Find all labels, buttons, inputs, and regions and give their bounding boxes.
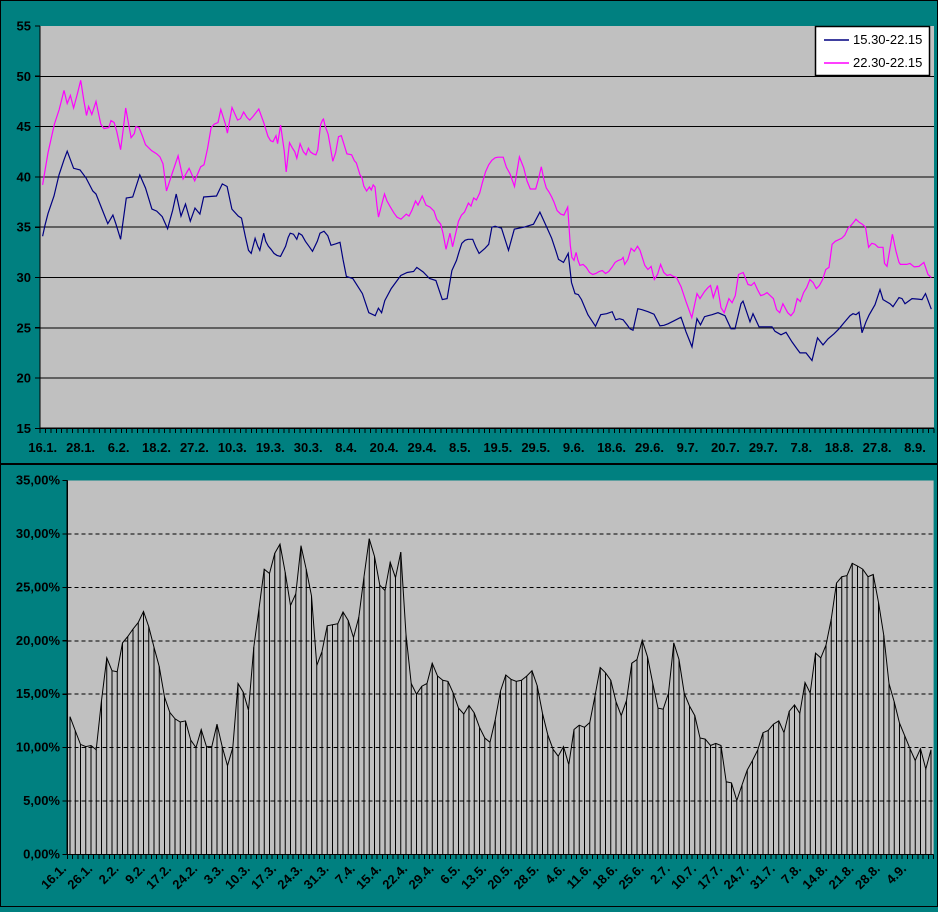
svg-text:7.8.: 7.8. bbox=[790, 440, 812, 455]
svg-text:9.6.: 9.6. bbox=[563, 440, 585, 455]
svg-text:20,00%: 20,00% bbox=[16, 633, 61, 648]
svg-text:18.6.: 18.6. bbox=[597, 440, 626, 455]
svg-text:10.3.: 10.3. bbox=[218, 440, 247, 455]
svg-text:27.8.: 27.8. bbox=[863, 440, 892, 455]
svg-text:30,00%: 30,00% bbox=[16, 526, 61, 541]
svg-text:29.4.: 29.4. bbox=[408, 440, 437, 455]
svg-text:0,00%: 0,00% bbox=[23, 847, 60, 862]
svg-text:8.4.: 8.4. bbox=[335, 440, 357, 455]
svg-text:45: 45 bbox=[17, 119, 31, 134]
svg-text:30: 30 bbox=[17, 270, 31, 285]
svg-text:19.3.: 19.3. bbox=[256, 440, 285, 455]
svg-text:28.1.: 28.1. bbox=[66, 440, 95, 455]
svg-text:15: 15 bbox=[17, 421, 31, 436]
svg-text:20: 20 bbox=[17, 371, 31, 386]
svg-text:8.5.: 8.5. bbox=[449, 440, 471, 455]
svg-text:15.30-22.15: 15.30-22.15 bbox=[853, 32, 922, 47]
svg-text:35: 35 bbox=[17, 220, 31, 235]
svg-text:8.9.: 8.9. bbox=[904, 440, 926, 455]
svg-text:20.7.: 20.7. bbox=[711, 440, 740, 455]
svg-text:30.3.: 30.3. bbox=[294, 440, 323, 455]
svg-text:16.1.: 16.1. bbox=[28, 440, 57, 455]
svg-text:18.8.: 18.8. bbox=[825, 440, 854, 455]
svg-text:5,00%: 5,00% bbox=[23, 793, 60, 808]
svg-text:18.2.: 18.2. bbox=[142, 440, 171, 455]
svg-text:50: 50 bbox=[17, 69, 31, 84]
svg-text:25,00%: 25,00% bbox=[16, 579, 61, 594]
svg-text:10,00%: 10,00% bbox=[16, 740, 61, 755]
svg-text:20.4.: 20.4. bbox=[370, 440, 399, 455]
svg-text:19.5.: 19.5. bbox=[483, 440, 512, 455]
svg-text:29.6.: 29.6. bbox=[635, 440, 664, 455]
svg-text:15,00%: 15,00% bbox=[16, 686, 61, 701]
svg-text:9.7.: 9.7. bbox=[677, 440, 699, 455]
svg-text:35,00%: 35,00% bbox=[16, 473, 61, 488]
svg-text:40: 40 bbox=[17, 169, 31, 184]
svg-text:6.2.: 6.2. bbox=[108, 440, 130, 455]
svg-text:55: 55 bbox=[17, 19, 31, 34]
svg-text:25: 25 bbox=[17, 320, 31, 335]
svg-text:27.2.: 27.2. bbox=[180, 440, 209, 455]
svg-text:29.5.: 29.5. bbox=[521, 440, 550, 455]
svg-text:22.30-22.15: 22.30-22.15 bbox=[853, 55, 922, 70]
svg-text:29.7.: 29.7. bbox=[749, 440, 778, 455]
